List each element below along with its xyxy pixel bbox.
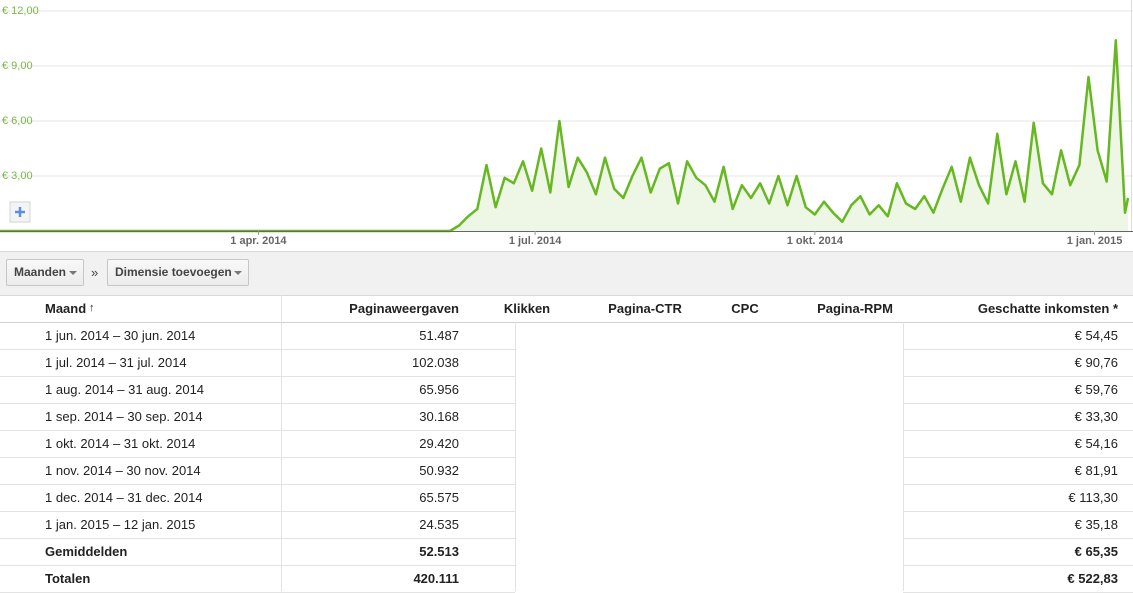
row-line <box>0 565 515 566</box>
area <box>0 40 1128 231</box>
table-cell: 24.535 <box>419 517 459 532</box>
table-cell: € 59,76 <box>1074 382 1118 397</box>
row-line <box>903 511 1133 512</box>
row-line <box>0 538 515 539</box>
table-cell: 51.487 <box>419 328 459 343</box>
row-line <box>0 430 515 431</box>
row-line <box>0 511 515 512</box>
line <box>0 39 1130 233</box>
table-cell: € 33,30 <box>1074 409 1118 424</box>
table-cell: 50.932 <box>419 463 459 478</box>
chart: € 3,00 € 6,00 € 9,00 € 12,00 1 apr. 2014 1 ju… <box>0 0 1133 247</box>
table-cell: 1 jul. 2014 – 31 jul. 2014 <box>45 355 187 370</box>
table-cell: € 113,30 <box>1068 490 1118 505</box>
table-cell: 1 sep. 2014 – 30 sep. 2014 <box>45 409 203 424</box>
y-tick-label: € 6,00 <box>2 115 33 127</box>
table-cell: € 54,16 <box>1074 436 1118 451</box>
column-header: Paginaweergaven <box>349 301 459 316</box>
row-line <box>0 349 515 350</box>
toolbar: Maanden » Dimensie toevoegen <box>0 251 1133 296</box>
period-dropdown[interactable]: Maanden <box>6 259 84 286</box>
x-tick-label: 1 jul. 2014 <box>509 235 562 247</box>
row-line <box>903 565 1133 566</box>
y-tick-label: € 12,00 <box>2 5 39 17</box>
table-cell: € 54,45 <box>1074 328 1118 343</box>
column-header: Klikken <box>503 301 551 316</box>
y-tick-label: € 9,00 <box>2 60 33 72</box>
data-table: Maand Paginaweergaven Klikken Pagina-CTR CPC… <box>0 295 1133 593</box>
table-cell: 65.956 <box>419 382 459 397</box>
x-tick-label: 1 apr. 2014 <box>230 235 287 247</box>
column-divider <box>281 295 282 591</box>
row-line <box>903 538 1133 539</box>
separator: » <box>91 265 99 280</box>
column-divider <box>903 322 904 591</box>
table-cell: € 65,35 <box>1074 544 1118 559</box>
table-cell: Gemiddelden <box>45 544 128 559</box>
table-cell: 30.168 <box>419 409 459 424</box>
table-cell: 52.513 <box>419 544 459 559</box>
row-line <box>0 457 515 458</box>
table-cell: 29.420 <box>419 436 459 451</box>
table-cell: Totalen <box>45 571 91 586</box>
table-cell: 1 aug. 2014 – 31 aug. 2014 <box>45 382 205 397</box>
x-tick-label: 1 okt. 2014 <box>787 235 844 247</box>
row-line <box>0 376 515 377</box>
table-cell: 1 okt. 2014 – 31 okt. 2014 <box>45 436 196 451</box>
row-line <box>903 403 1133 404</box>
column-divider <box>515 322 516 591</box>
dimension-label: Dimensie toevoegen <box>115 265 232 279</box>
table-cell: € 35,18 <box>1074 517 1118 532</box>
column-header: CPC <box>731 301 759 316</box>
table-cell: 1 jun. 2014 – 30 jun. 2014 <box>45 328 196 343</box>
row-line <box>903 376 1133 377</box>
zoom-icon <box>15 207 25 217</box>
table-cell: 1 dec. 2014 – 31 dec. 2014 <box>45 490 203 505</box>
row-line <box>903 349 1133 350</box>
row-line <box>903 430 1133 431</box>
table-cell: 102.038 <box>412 355 459 370</box>
period-label: Maanden <box>14 265 67 279</box>
column-header: Pagina-RPM <box>817 301 893 316</box>
sort-icon: ↑ <box>89 302 95 314</box>
row-line <box>0 403 515 404</box>
column-header: Geschatte inkomsten * <box>977 301 1118 316</box>
table-cell: € 81,91 <box>1074 463 1118 478</box>
dimension-dropdown[interactable]: Dimensie toevoegen <box>107 259 249 286</box>
table-cell: 420.111 <box>413 571 459 586</box>
table-cell: € 522,83 <box>1067 571 1118 586</box>
table-cell: 65.575 <box>419 490 459 505</box>
row-line <box>903 457 1133 458</box>
row-line <box>903 484 1133 485</box>
column-header: Maand <box>45 301 87 316</box>
x-tick-label: 1 jan. 2015 <box>1067 235 1123 247</box>
column-header: Pagina-CTR <box>608 301 682 316</box>
y-tick-label: € 3,00 <box>2 170 33 182</box>
table-cell: € 90,76 <box>1074 355 1118 370</box>
row-line <box>0 484 515 485</box>
table-cell: 1 jan. 2015 – 12 jan. 2015 <box>45 517 196 532</box>
table-cell: 1 nov. 2014 – 30 nov. 2014 <box>45 463 201 478</box>
header-line <box>0 322 1133 323</box>
